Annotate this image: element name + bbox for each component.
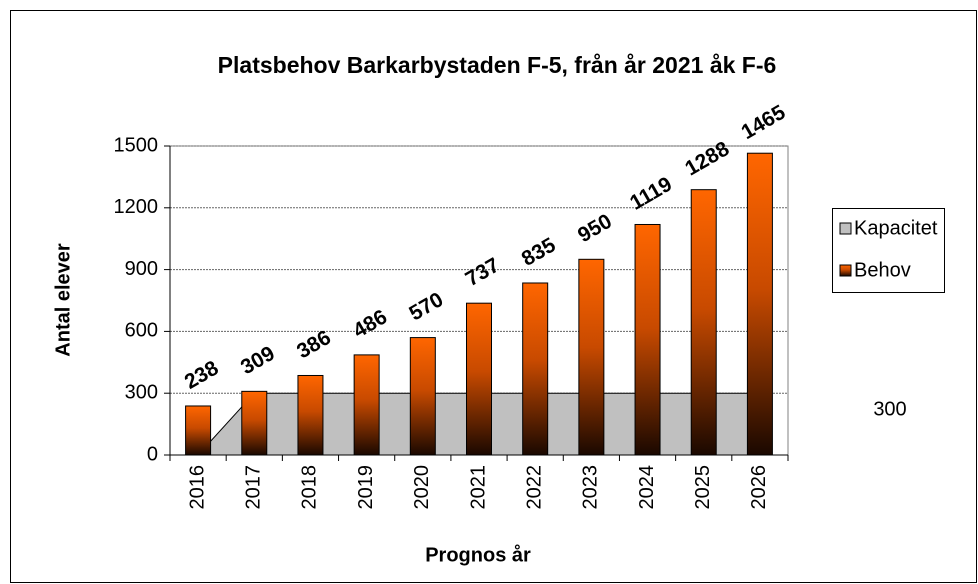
x-tick-label: 2020 (411, 465, 433, 510)
legend-swatch (839, 264, 852, 277)
annotation: 300 (873, 398, 906, 420)
x-tick-label: 2025 (692, 465, 714, 510)
y-tick-label: 600 (125, 320, 158, 342)
bar (578, 258, 605, 456)
x-tick-label: 2016 (186, 465, 208, 510)
legend-label: Kapacitet (854, 217, 938, 239)
x-axis-title: Prognos år (425, 543, 531, 566)
y-tick-label: 900 (125, 258, 158, 280)
bar (409, 337, 436, 456)
bar (690, 189, 717, 456)
x-tick-label: 2017 (243, 465, 265, 510)
bar (297, 374, 324, 456)
y-tick-label: 0 (147, 443, 158, 465)
bar (522, 282, 549, 456)
x-tick-label: 2022 (523, 465, 545, 510)
bar (185, 405, 212, 456)
x-tick-label: 2026 (748, 465, 770, 510)
x-tick-label: 2021 (467, 465, 489, 510)
bar (466, 302, 492, 456)
bar (634, 223, 661, 456)
y-tick-label: 300 (125, 381, 158, 403)
bar (353, 354, 380, 456)
chart-title: Platsbehov Barkarbystaden F-5, från år 2… (218, 52, 777, 78)
x-tick-label: 2023 (580, 465, 602, 510)
bar (241, 390, 268, 456)
y-tick-label: 1200 (114, 196, 159, 218)
x-tick-label: 2024 (636, 465, 658, 510)
legend-label: Behov (854, 259, 911, 281)
y-axis-title: Antal elever (52, 243, 74, 357)
legend-swatch (839, 222, 852, 235)
x-tick-label: 2018 (299, 465, 321, 510)
bar (746, 152, 773, 456)
y-tick-label: 1500 (114, 134, 159, 156)
x-tick-label: 2019 (355, 465, 377, 510)
